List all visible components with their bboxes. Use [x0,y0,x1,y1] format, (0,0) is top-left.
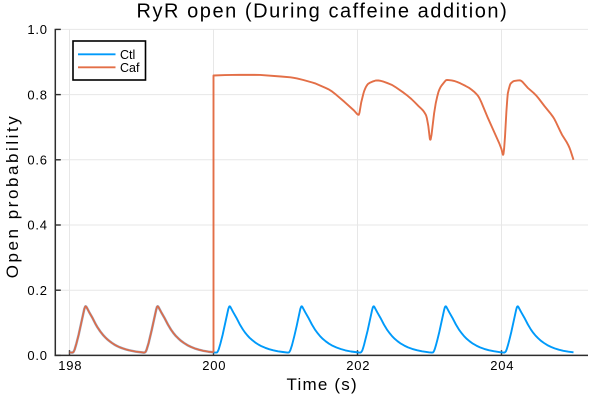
svg-text:0.6: 0.6 [27,153,47,168]
svg-text:Caf: Caf [120,61,140,75]
svg-text:0.0: 0.0 [27,348,47,363]
svg-text:0.4: 0.4 [27,218,47,233]
svg-text:200: 200 [202,358,226,373]
svg-text:Time (s): Time (s) [287,375,358,394]
svg-text:RyR open (During caffeine addi: RyR open (During caffeine addition) [136,1,508,23]
svg-text:204: 204 [490,358,514,373]
svg-text:Open probability: Open probability [3,114,22,279]
svg-text:1.0: 1.0 [27,22,47,37]
svg-text:0.8: 0.8 [27,87,47,102]
svg-text:202: 202 [346,358,370,373]
svg-text:0.2: 0.2 [27,283,47,298]
svg-text:198: 198 [58,358,82,373]
svg-text:Ctl: Ctl [120,48,135,62]
